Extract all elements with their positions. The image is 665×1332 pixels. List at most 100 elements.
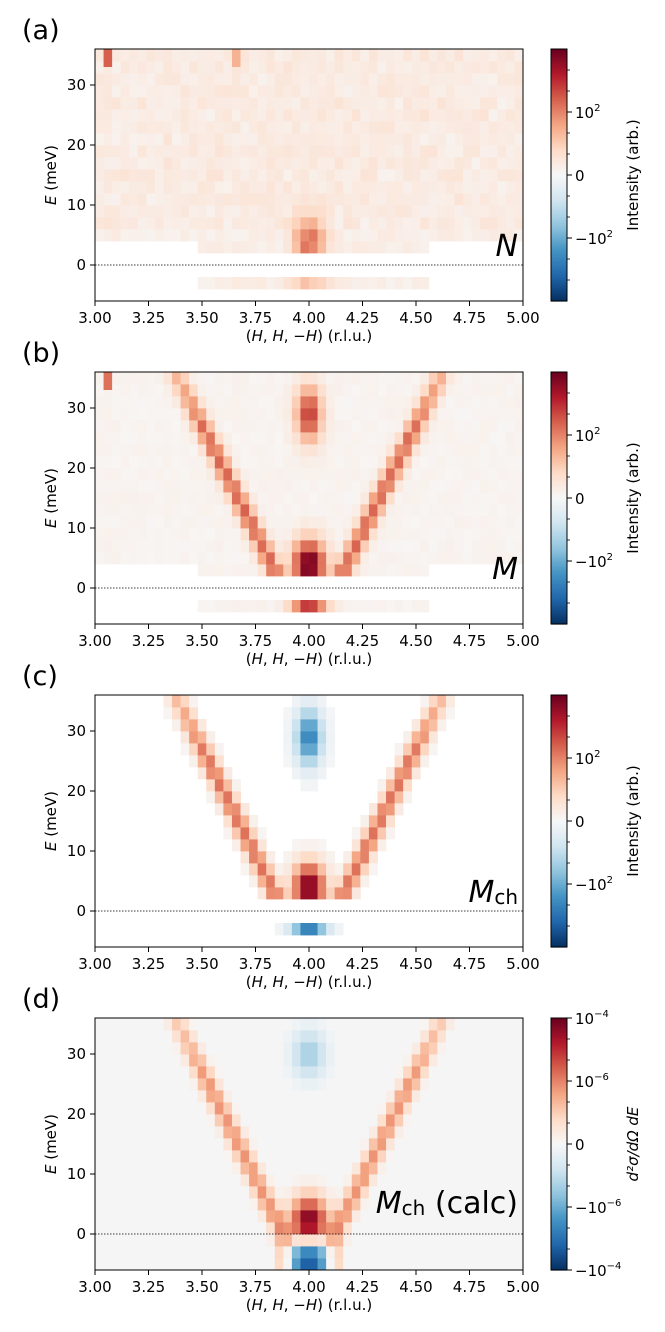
- heatmap-cell: [505, 1162, 515, 1175]
- heatmap-cell: [189, 1210, 199, 1223]
- heatmap-cell: [420, 133, 430, 146]
- heatmap-cell: [300, 1162, 310, 1175]
- colorbar-step: [551, 1230, 567, 1233]
- heatmap-cell: [197, 85, 207, 98]
- heatmap-cell: [257, 1234, 267, 1247]
- heatmap-cell: [95, 408, 104, 421]
- heatmap-cell: [377, 1210, 387, 1223]
- colorbar-step: [551, 506, 567, 510]
- heatmap-cell: [120, 408, 130, 421]
- heatmap-cell: [505, 1054, 515, 1067]
- heatmap-cell: [103, 444, 113, 457]
- heatmap-cell: [103, 456, 113, 469]
- heatmap-cell: [266, 1138, 276, 1151]
- heatmap-cell: [463, 169, 473, 182]
- heatmap-cell: [317, 863, 327, 876]
- heatmap-cell: [411, 1066, 421, 1079]
- heatmap-cell: [129, 229, 139, 242]
- panel-letter: (c): [22, 661, 58, 692]
- heatmap-cell: [112, 504, 122, 517]
- heatmap-cell: [377, 444, 387, 457]
- heatmap-cell: [514, 1234, 524, 1247]
- heatmap-cell: [257, 564, 267, 577]
- heatmap-cell: [172, 384, 181, 397]
- heatmap-cell: [428, 707, 438, 720]
- heatmap-cell: [454, 372, 464, 385]
- colorbar-step: [551, 487, 567, 491]
- heatmap-cell: [223, 1114, 233, 1127]
- heatmap-cell: [317, 1210, 327, 1223]
- heatmap-cell: [454, 504, 464, 517]
- y-tick-label: 10: [67, 196, 86, 214]
- heatmap-cell: [172, 420, 181, 433]
- heatmap-cell: [129, 181, 139, 194]
- heatmap-cell: [266, 241, 276, 254]
- colorbar-step: [551, 695, 567, 698]
- heatmap-cell: [514, 169, 524, 182]
- heatmap-cell: [274, 241, 284, 254]
- heatmap-cell: [309, 157, 318, 170]
- heatmap-cell: [386, 85, 395, 98]
- heatmap-cell: [274, 372, 284, 385]
- heatmap-cell: [95, 516, 104, 529]
- heatmap-cell: [454, 1114, 464, 1127]
- heatmap-cell: [283, 1198, 293, 1211]
- heatmap-cell: [386, 1066, 395, 1079]
- heatmap-cell: [317, 61, 327, 74]
- heatmap-cell: [112, 157, 122, 170]
- heatmap-cell: [394, 1162, 404, 1175]
- heatmap-cell: [146, 85, 156, 98]
- heatmap-cell: [317, 372, 327, 385]
- heatmap-cell: [488, 492, 498, 505]
- heatmap-cell: [360, 73, 370, 86]
- heatmap-cell: [411, 1150, 421, 1163]
- heatmap-cell: [394, 121, 404, 134]
- heatmap-cell: [146, 492, 156, 505]
- heatmap-cell: [480, 1258, 490, 1271]
- heatmap-cell: [146, 1258, 156, 1271]
- heatmap-cell: [420, 552, 430, 565]
- heatmap-cell: [274, 600, 284, 613]
- heatmap-cell: [480, 1042, 490, 1055]
- heatmap-cell: [214, 241, 224, 254]
- heatmap-cell: [445, 97, 455, 110]
- heatmap-cell: [343, 408, 353, 421]
- heatmap-cell: [368, 1090, 378, 1103]
- heatmap-cell: [360, 1030, 370, 1043]
- heatmap-cell: [163, 468, 173, 481]
- colorbar-step: [551, 795, 567, 799]
- heatmap-cell: [197, 492, 207, 505]
- heatmap-cell: [394, 229, 404, 242]
- colorbar-step: [551, 1127, 567, 1130]
- heatmap-cell: [360, 229, 370, 242]
- heatmap-cell: [180, 480, 190, 493]
- colorbar-step: [551, 1102, 567, 1105]
- heatmap-cell: [514, 61, 524, 74]
- colorbar-step: [551, 605, 567, 608]
- colorbar-tick-label: −102: [575, 552, 613, 571]
- heatmap-cell: [445, 372, 455, 385]
- heatmap-cell: [360, 145, 370, 158]
- colorbar-step: [551, 592, 567, 596]
- colorbar-step: [551, 464, 567, 468]
- heatmap-cell: [274, 528, 284, 541]
- heatmap-cell: [368, 1042, 378, 1055]
- heatmap-cell: [249, 49, 259, 62]
- colorbar-step: [551, 835, 567, 839]
- heatmap-cell: [514, 1114, 524, 1127]
- heatmap-cell: [351, 145, 361, 158]
- heatmap-cell: [137, 1042, 147, 1055]
- heatmap-cell: [206, 97, 216, 110]
- heatmap-cell: [154, 1102, 164, 1115]
- heatmap-cell: [514, 157, 524, 170]
- heatmap-cell: [403, 169, 413, 182]
- heatmap-cell: [309, 1210, 318, 1223]
- heatmap-cell: [386, 444, 395, 457]
- heatmap-cell: [146, 1198, 156, 1211]
- heatmap-cell: [326, 217, 336, 230]
- heatmap-cell: [386, 121, 395, 134]
- colorbar-step: [551, 426, 567, 430]
- x-axis-label: (H, H, −H) (r.l.u.): [246, 1296, 372, 1314]
- heatmap-cell: [326, 193, 336, 206]
- heatmap-cell: [445, 1030, 455, 1043]
